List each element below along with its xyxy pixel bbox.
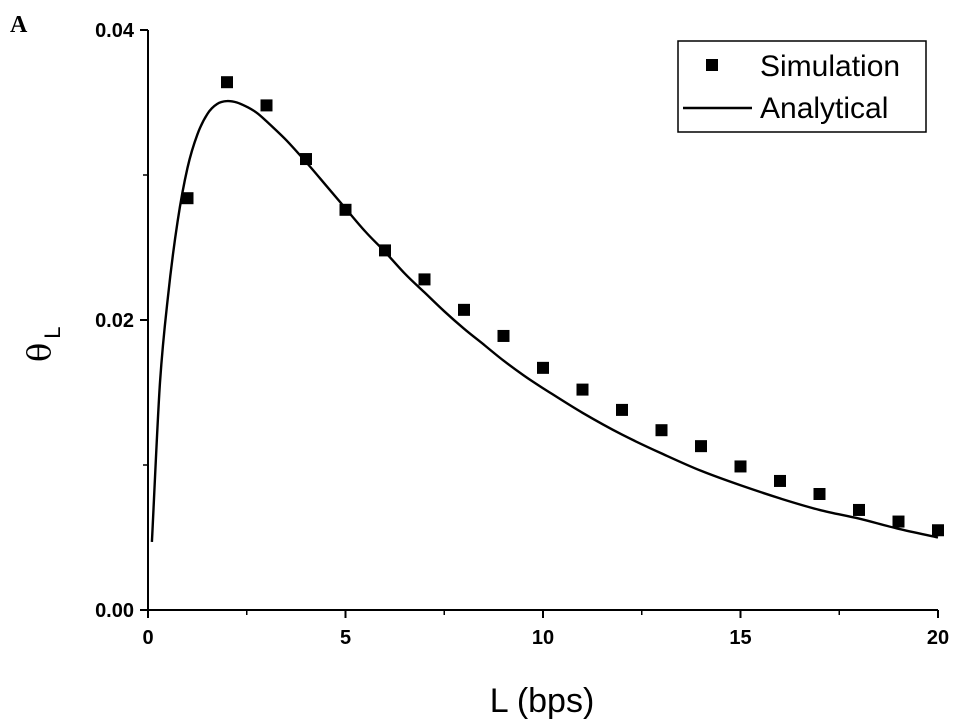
simulation-point [734, 460, 747, 473]
simulation-point [300, 153, 312, 166]
simulation-point [813, 488, 826, 500]
analytical-series [150, 99, 939, 542]
simulation-point [418, 273, 431, 286]
y-axis-title: θ L [20, 326, 65, 362]
x-tick-label: 15 [729, 627, 751, 649]
simulation-point [616, 403, 628, 416]
legend-simulation-label: Simulation [760, 50, 900, 83]
y-axis-title-text: θ L [20, 326, 65, 362]
simulation-point [576, 383, 589, 396]
x-tick-label: 0 [142, 627, 153, 649]
simulation-point [537, 361, 549, 374]
analytical-line [150, 99, 939, 542]
simulation-point [892, 515, 905, 528]
simulation-point [181, 192, 194, 205]
simulation-point [695, 440, 707, 453]
simulation-point [853, 503, 865, 516]
simulation-point [379, 244, 391, 257]
y-axis-title-sub: L [40, 326, 65, 338]
simulation-point [221, 76, 233, 89]
y-axis-title-main: θ [20, 343, 58, 362]
x-axis-title: L (bps) [490, 682, 595, 720]
y-tick-label: 0.00 [95, 600, 134, 622]
y-tick-label: 0.04 [95, 20, 135, 42]
y-tick-label: 0.02 [95, 310, 134, 332]
simulation-point [655, 424, 668, 437]
simulation-point [774, 474, 786, 487]
simulation-series [181, 76, 944, 537]
panel-label: A [10, 12, 28, 38]
x-tick-label: 10 [532, 627, 554, 649]
x-tick-label: 5 [340, 627, 351, 649]
legend-analytical-label: Analytical [760, 92, 888, 125]
simulation-point [458, 303, 470, 316]
simulation-point [260, 99, 273, 112]
x-ticks: 0 5 10 15 20 [142, 610, 949, 649]
x-tick-label: 20 [927, 627, 949, 649]
simulation-point [497, 329, 510, 342]
legend-simulation-marker [706, 59, 718, 71]
y-ticks: 0.00 0.02 0.04 [95, 20, 148, 622]
simulation-point [339, 203, 352, 216]
legend-box [677, 40, 927, 133]
legend: Simulation Analytical [677, 40, 927, 133]
simulation-point [932, 524, 944, 537]
